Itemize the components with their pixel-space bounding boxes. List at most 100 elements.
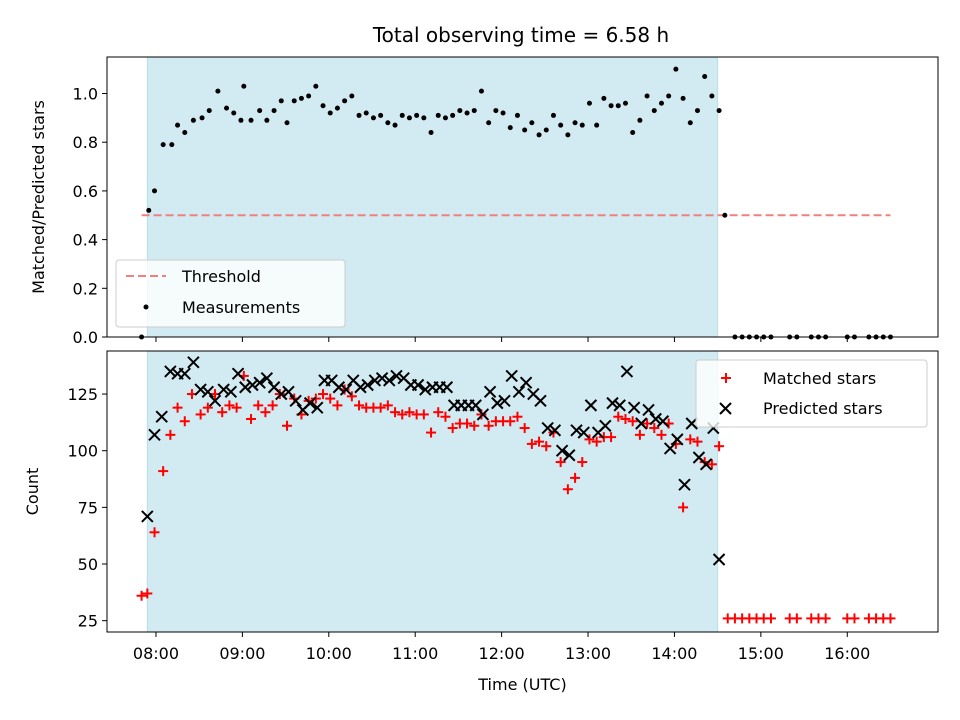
- measurement-point: [264, 117, 270, 123]
- y-tick-label: 0.8: [73, 133, 98, 152]
- count-panel: 25 50 75 100 125 08:00 09:00 10:00 11:00 12:00 13…: [23, 350, 939, 694]
- matched-star-point: [282, 420, 293, 431]
- measurement-point: [190, 117, 196, 123]
- predicted-star-point: [411, 378, 425, 392]
- measurement-point: [586, 100, 592, 106]
- measurement-point: [687, 120, 693, 126]
- measurement-point: [536, 132, 542, 138]
- predicted-star-point: [584, 399, 598, 412]
- matched-star-point: [397, 409, 408, 420]
- measurement-point: [206, 108, 212, 114]
- matched-star-point: [246, 413, 257, 424]
- matched-star-point: [791, 613, 802, 624]
- measurement-point: [522, 127, 528, 133]
- matched-star-point: [541, 441, 552, 452]
- ratio-panel: 0.0 0.2 0.4 0.6 0.8 1.0 Matched/Predicted sta…: [29, 56, 939, 347]
- matched-star-point: [512, 411, 523, 422]
- measurement-point: [622, 100, 628, 106]
- matched-star-point: [634, 429, 645, 440]
- matched-star-point: [390, 407, 401, 418]
- matched-star-point: [570, 472, 581, 483]
- predicted-star-point: [642, 403, 655, 417]
- bottom-legend-box: [695, 359, 928, 428]
- measurement-point: [199, 115, 205, 121]
- measurement-point: [464, 110, 470, 116]
- x-tick-label: 09:00: [219, 644, 265, 663]
- predicted-star-point: [187, 356, 200, 369]
- predicted-star-point: [512, 385, 526, 398]
- measurement-point: [342, 98, 348, 104]
- measurement-point: [694, 108, 700, 114]
- y-tick-label: 0.6: [73, 182, 98, 201]
- measurement-point: [182, 129, 188, 135]
- predicted-star-point: [260, 371, 274, 385]
- measurement-point: [514, 112, 520, 118]
- measurement-point: [271, 108, 277, 114]
- measurement-point: [257, 108, 263, 114]
- measurement-point: [175, 122, 181, 128]
- bottom-y-ticks: 25 50 75 100 125: [67, 385, 107, 631]
- predicted-star-point: [663, 442, 677, 455]
- matched-star-point: [649, 423, 660, 434]
- predicted-stars-series: [141, 356, 726, 566]
- y-tick-label: 50: [78, 555, 98, 574]
- predicted-star-point: [548, 424, 562, 437]
- predicted-star-point: [498, 394, 511, 408]
- predicted-star-point: [505, 369, 518, 383]
- predicted-star-point: [354, 381, 367, 394]
- predicted-star-point: [606, 396, 619, 410]
- top-y-ticks: 0.0 0.2 0.4 0.6 0.8 1.0: [73, 85, 107, 347]
- matched-star-point: [325, 393, 336, 404]
- matched-star-point: [179, 416, 190, 427]
- y-tick-label: 25: [78, 612, 98, 631]
- measurement-point: [298, 95, 304, 101]
- measurement-point: [673, 66, 679, 72]
- matched-stars-series: [136, 370, 896, 624]
- measurement-point: [630, 129, 636, 135]
- predicted-star-point: [519, 376, 533, 389]
- measurement-point: [428, 129, 434, 135]
- matched-star-point: [332, 400, 343, 411]
- matched-star-point: [426, 427, 437, 438]
- y-tick-label: 100: [67, 442, 98, 461]
- measurement-point: [378, 112, 384, 118]
- measurement-point: [160, 142, 166, 148]
- matched-star-point: [577, 457, 588, 468]
- measurement-point: [406, 115, 412, 121]
- matched-star-point: [260, 407, 271, 418]
- x-tick-label: 08:00: [133, 644, 179, 663]
- legend-measurements-label: Measurements: [182, 298, 300, 317]
- measurement-point: [349, 93, 355, 99]
- measurement-point: [493, 108, 499, 114]
- x-tick-label: 16:00: [824, 644, 870, 663]
- matched-star-point: [375, 402, 386, 413]
- matched-star-point: [519, 423, 530, 434]
- y-tick-label: 0.2: [73, 279, 98, 298]
- measurement-point: [313, 83, 319, 89]
- measurement-point: [651, 108, 657, 114]
- x-tick-label: 14:00: [651, 644, 697, 663]
- measurement-point: [722, 212, 728, 218]
- predicted-star-point: [599, 419, 612, 432]
- measurement-point: [278, 98, 284, 104]
- measurement-point: [680, 95, 686, 101]
- matched-star-point: [584, 434, 595, 445]
- measurement-point: [486, 120, 492, 126]
- legend-predicted-label: Predicted stars: [763, 399, 883, 418]
- measurement-point: [392, 122, 398, 128]
- bottom-legend: Matched stars Predicted stars: [695, 359, 928, 428]
- measurement-point: [478, 88, 484, 94]
- top-legend: Threshold Measurements: [115, 259, 346, 328]
- matched-star-point: [469, 420, 480, 431]
- measurement-point: [457, 108, 463, 114]
- measurement-point: [169, 142, 175, 148]
- measurement-point: [500, 110, 506, 116]
- measurement-point: [320, 103, 326, 109]
- top-plot-frame: [106, 56, 939, 338]
- matched-star-point: [765, 613, 776, 624]
- predicted-star-point: [469, 399, 482, 412]
- matched-star-point: [526, 438, 537, 449]
- predicted-star-point: [649, 412, 662, 426]
- matched-star-point: [433, 407, 444, 418]
- measurement-point: [421, 115, 427, 121]
